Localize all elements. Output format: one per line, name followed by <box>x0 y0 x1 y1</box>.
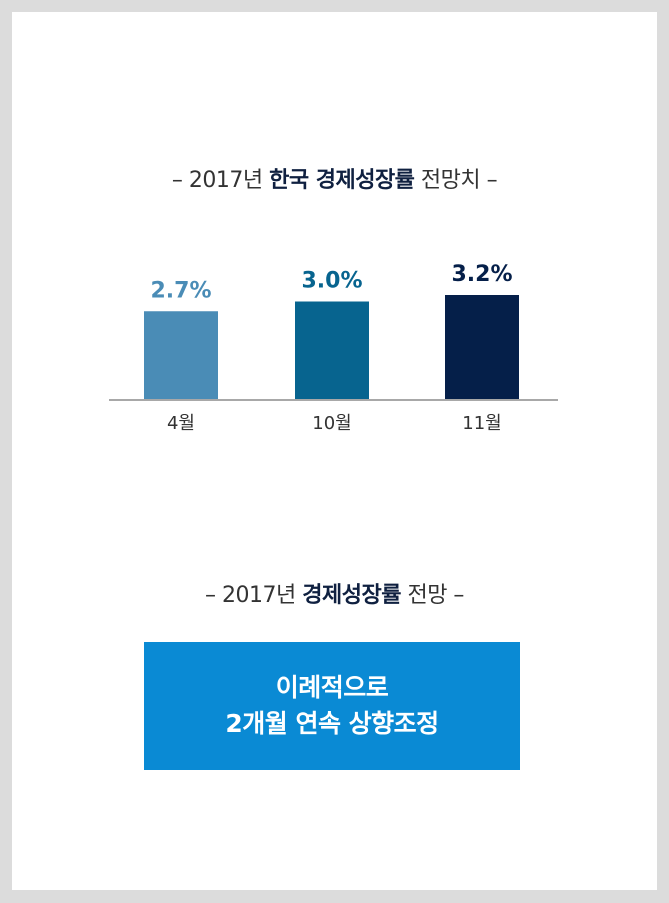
growth-forecast-bar-chart: 2.7% 4월 3.0% 10월 3.2% 11월 <box>109 262 558 434</box>
bar-value-label-3: 3.2% <box>451 262 512 287</box>
bar-value-label-2: 3.0% <box>301 269 362 294</box>
upward-revision-callout: 이례적으로 2개월 연속 상향조정 <box>144 642 520 770</box>
bar-value-label-1: 2.7% <box>150 278 211 303</box>
x-tick-label-2: 10월 <box>312 413 351 434</box>
x-tick-label-3: 11월 <box>462 413 501 434</box>
bar-3 <box>445 295 519 399</box>
x-tick-label-1: 4월 <box>167 413 195 434</box>
chart-title-suffix: 전망치 – <box>414 168 498 193</box>
section-title-bold: 경제성장률 <box>302 583 401 608</box>
section-title: – 2017년 경제성장률 전망 – <box>12 577 657 609</box>
chart-title: – 2017년 한국 경제성장률 전망치 – <box>12 162 657 194</box>
section-title-prefix: – 2017년 <box>205 583 303 608</box>
section-title-suffix: 전망 – <box>400 583 464 608</box>
callout-line-1: 이례적으로 <box>275 673 389 702</box>
bar-2 <box>295 301 369 399</box>
infographic-card: – 2017년 한국 경제성장률 전망치 – 2.7% 4월 3.0% 10월 3.2%… <box>12 12 657 890</box>
bar-1 <box>144 311 218 399</box>
callout-line-2: 2개월 연속 상향조정 <box>225 709 439 738</box>
chart-title-bold: 한국 경제성장률 <box>269 168 415 193</box>
chart-title-prefix: – 2017년 <box>171 168 270 193</box>
